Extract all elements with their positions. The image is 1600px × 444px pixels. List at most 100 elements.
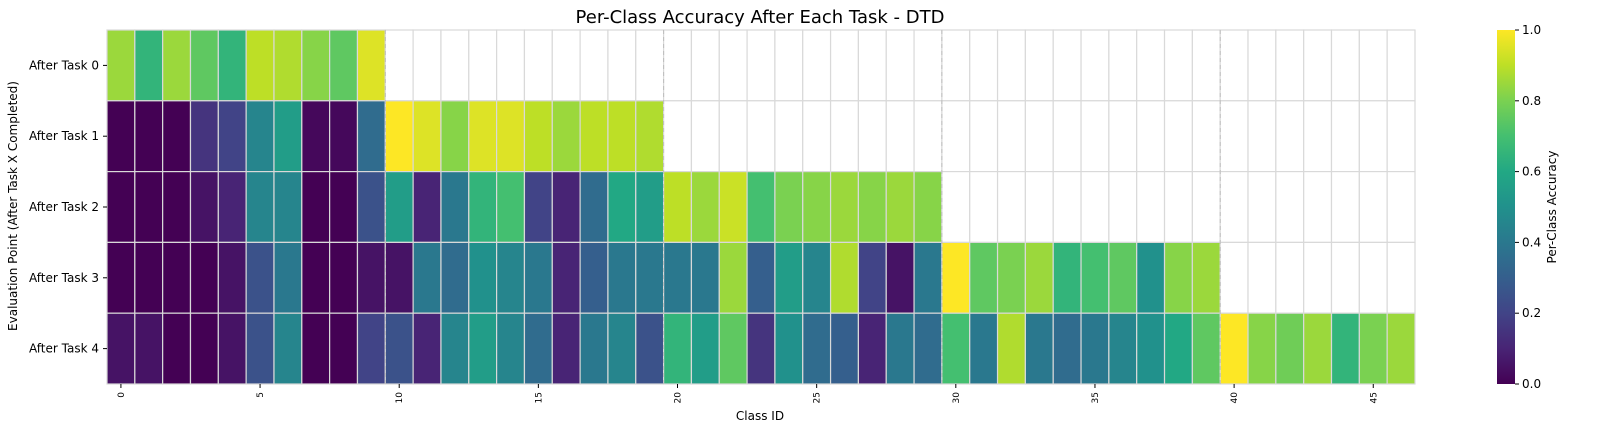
heatmap-cell xyxy=(523,100,553,173)
heatmap-cell xyxy=(1330,171,1360,244)
heatmap-cell xyxy=(996,29,1026,102)
heatmap-cell xyxy=(329,312,359,385)
heatmap-cell xyxy=(1080,171,1110,244)
heatmap-cell xyxy=(802,312,832,385)
heatmap-cell xyxy=(1163,29,1193,102)
heatmap-cell xyxy=(1358,312,1388,385)
heatmap-cell xyxy=(885,171,915,244)
heatmap-cell xyxy=(440,241,470,314)
heatmap-cell xyxy=(690,100,720,173)
heatmap-cell xyxy=(996,312,1026,385)
heatmap-cell xyxy=(356,29,386,102)
heatmap-cell xyxy=(941,312,971,385)
heatmap-cell xyxy=(189,241,219,314)
heatmap-cell xyxy=(1052,100,1082,173)
heatmap-cell xyxy=(746,29,776,102)
heatmap-cell xyxy=(1024,100,1054,173)
heatmap-cell xyxy=(1024,312,1054,385)
heatmap-cell xyxy=(1052,171,1082,244)
heatmap-cell xyxy=(1191,241,1221,314)
heatmap-cell xyxy=(690,312,720,385)
heatmap-cell xyxy=(969,29,999,102)
heatmap-cell xyxy=(189,29,219,102)
heatmap-cell xyxy=(1386,241,1416,314)
heatmap-cell xyxy=(468,171,498,244)
heatmap-cell xyxy=(1386,312,1416,385)
heatmap-cell xyxy=(857,312,887,385)
heatmap-cell xyxy=(857,100,887,173)
heatmap-cell xyxy=(523,241,553,314)
heatmap-cell xyxy=(162,100,192,173)
heatmap-cell xyxy=(1136,171,1166,244)
heatmap-cell xyxy=(496,171,526,244)
heatmap-cell xyxy=(1247,312,1277,385)
heatmap-cell xyxy=(802,100,832,173)
heatmap-cell xyxy=(1163,241,1193,314)
heatmap-cell xyxy=(996,171,1026,244)
heatmap-cell xyxy=(969,241,999,314)
heatmap-cell xyxy=(1247,29,1277,102)
heatmap-cell xyxy=(217,29,247,102)
heatmap-cell xyxy=(829,171,860,244)
heatmap-cell xyxy=(523,29,553,102)
heatmap-cell xyxy=(857,241,887,314)
heatmap-cell xyxy=(106,241,136,314)
heatmap-cell xyxy=(607,29,637,102)
heatmap-cell xyxy=(245,171,275,244)
heatmap-cell xyxy=(189,312,219,385)
colorbar-tick-label: 1.0 xyxy=(1522,23,1541,37)
heatmap-cell xyxy=(1303,171,1333,244)
heatmap-cell xyxy=(635,100,665,173)
heatmap-cell xyxy=(1358,100,1388,173)
heatmap-cell xyxy=(885,241,915,314)
heatmap-cell xyxy=(551,29,581,102)
heatmap-cell xyxy=(384,171,414,244)
heatmap-cell xyxy=(134,312,164,385)
heatmap-cell xyxy=(273,241,303,314)
heatmap-cell xyxy=(774,29,804,102)
heatmap-cell xyxy=(969,171,999,244)
heatmap-cell xyxy=(829,312,860,385)
heatmap-cell xyxy=(635,312,665,385)
heatmap-cell xyxy=(829,100,860,173)
heatmap-cell xyxy=(1136,241,1166,314)
heatmap-cell xyxy=(1358,171,1388,244)
heatmap-cell xyxy=(802,171,832,244)
colorbar: 0.0 0.2 0.4 0.6 0.8 1.0 xyxy=(1497,23,1541,391)
heatmap-cell xyxy=(1136,312,1166,385)
heatmap-cell xyxy=(134,100,164,173)
heatmap-cell xyxy=(245,241,275,314)
heatmap-cell xyxy=(829,29,860,102)
x-tick-label: 35 xyxy=(1091,392,1101,403)
heatmap-cell xyxy=(384,241,414,314)
heatmap-cell xyxy=(1330,100,1360,173)
colorbar-tick-label: 0.2 xyxy=(1522,306,1541,320)
heatmap-cell xyxy=(913,312,943,385)
heatmap-cell xyxy=(1163,100,1193,173)
heatmap-cell xyxy=(134,241,164,314)
heatmap-cell xyxy=(1108,171,1138,244)
x-tick-label: 10 xyxy=(395,392,405,404)
heatmap-cell xyxy=(774,171,804,244)
heatmap-cell xyxy=(1219,29,1249,102)
heatmap-cell xyxy=(1024,241,1054,314)
heatmap-cell xyxy=(746,171,776,244)
y-tick-label: After Task 4 xyxy=(29,342,99,356)
heatmap-cell xyxy=(468,29,498,102)
heatmap-cell xyxy=(412,171,442,244)
heatmap-cell xyxy=(1303,241,1333,314)
colorbar-tick-label: 0.4 xyxy=(1522,235,1541,249)
heatmap-cell xyxy=(1052,312,1082,385)
heatmap-cell xyxy=(829,241,860,314)
heatmap-cell xyxy=(690,241,720,314)
heatmap-cell xyxy=(969,312,999,385)
heatmap-cell xyxy=(1108,312,1138,385)
x-tick-label: 40 xyxy=(1230,392,1240,404)
heatmap-cell xyxy=(579,171,609,244)
heatmap-cell xyxy=(1080,29,1110,102)
heatmap-cell xyxy=(1191,171,1221,244)
heatmap-cell xyxy=(551,241,581,314)
heatmap-cell xyxy=(579,100,609,173)
heatmap-cell xyxy=(134,171,164,244)
